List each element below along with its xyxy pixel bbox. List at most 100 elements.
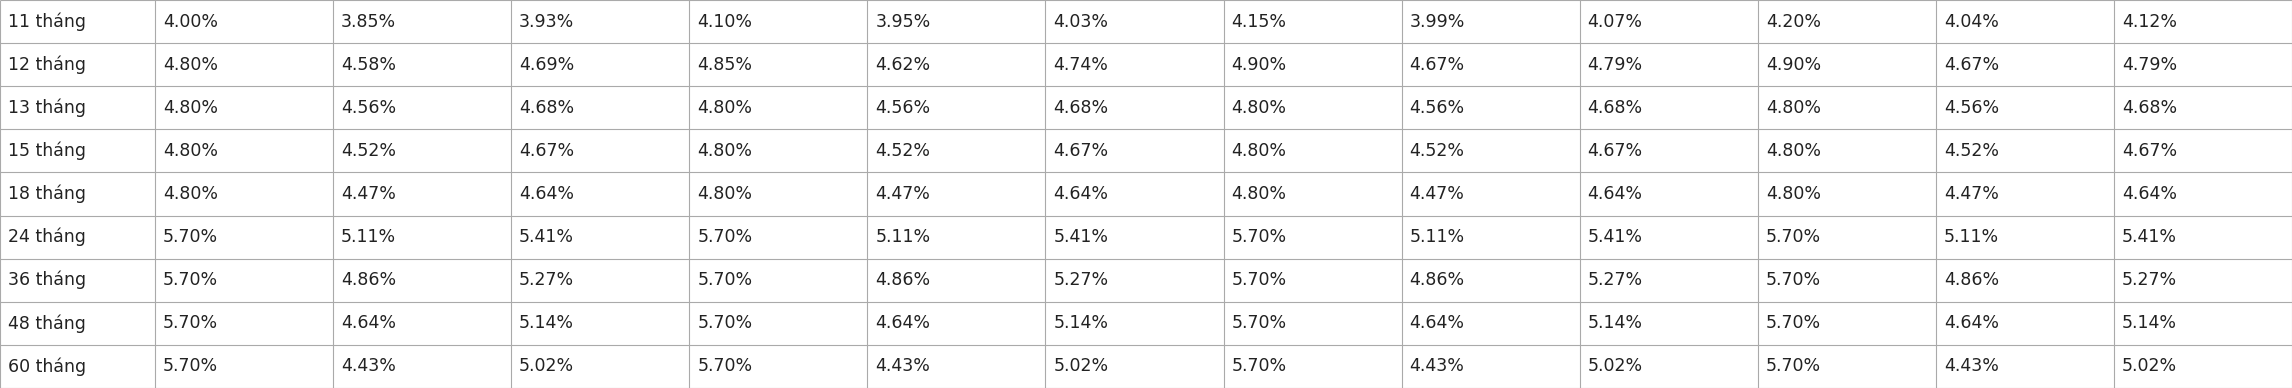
Text: 4.69%: 4.69%: [520, 55, 575, 74]
Text: 18 tháng: 18 tháng: [7, 185, 87, 203]
Text: 12 tháng: 12 tháng: [7, 55, 87, 74]
Text: 4.68%: 4.68%: [520, 99, 575, 117]
Text: 4.15%: 4.15%: [1231, 12, 1286, 31]
Text: 4.67%: 4.67%: [2122, 142, 2177, 160]
Text: 5.02%: 5.02%: [1054, 357, 1109, 376]
Text: 4.07%: 4.07%: [1588, 12, 1643, 31]
Text: 4.79%: 4.79%: [2122, 55, 2177, 74]
Text: 4.80%: 4.80%: [1231, 185, 1286, 203]
Text: 4.56%: 4.56%: [876, 99, 931, 117]
Text: 4.20%: 4.20%: [1765, 12, 1820, 31]
Text: 5.11%: 5.11%: [1410, 228, 1465, 246]
Text: 5.27%: 5.27%: [2122, 271, 2177, 289]
Text: 5.70%: 5.70%: [1765, 314, 1820, 333]
Text: 5.27%: 5.27%: [520, 271, 575, 289]
Text: 4.12%: 4.12%: [2122, 12, 2177, 31]
Text: 4.86%: 4.86%: [1944, 271, 1999, 289]
Text: 4.47%: 4.47%: [1410, 185, 1465, 203]
Text: 5.41%: 5.41%: [520, 228, 575, 246]
Text: 5.70%: 5.70%: [697, 228, 752, 246]
Text: 4.64%: 4.64%: [1588, 185, 1643, 203]
Text: 4.47%: 4.47%: [876, 185, 931, 203]
Text: 5.70%: 5.70%: [1231, 271, 1286, 289]
Text: 4.74%: 4.74%: [1054, 55, 1109, 74]
Text: 5.41%: 5.41%: [2122, 228, 2177, 246]
Text: 4.80%: 4.80%: [163, 99, 218, 117]
Text: 4.64%: 4.64%: [2122, 185, 2177, 203]
Text: 5.27%: 5.27%: [1054, 271, 1109, 289]
Text: 4.62%: 4.62%: [876, 55, 931, 74]
Text: 48 tháng: 48 tháng: [7, 314, 85, 333]
Text: 5.70%: 5.70%: [163, 314, 218, 333]
Text: 5.14%: 5.14%: [1054, 314, 1109, 333]
Text: 4.67%: 4.67%: [1410, 55, 1465, 74]
Text: 5.02%: 5.02%: [1588, 357, 1643, 376]
Text: 4.43%: 4.43%: [1944, 357, 1999, 376]
Text: 5.70%: 5.70%: [1765, 228, 1820, 246]
Text: 5.41%: 5.41%: [1588, 228, 1643, 246]
Text: 11 tháng: 11 tháng: [7, 12, 87, 31]
Text: 5.02%: 5.02%: [2122, 357, 2177, 376]
Text: 4.80%: 4.80%: [163, 185, 218, 203]
Text: 4.80%: 4.80%: [163, 55, 218, 74]
Text: 4.04%: 4.04%: [1944, 12, 1999, 31]
Text: 4.10%: 4.10%: [697, 12, 752, 31]
Text: 4.52%: 4.52%: [342, 142, 397, 160]
Text: 5.02%: 5.02%: [520, 357, 575, 376]
Text: 4.52%: 4.52%: [876, 142, 931, 160]
Text: 4.64%: 4.64%: [1054, 185, 1109, 203]
Text: 4.80%: 4.80%: [697, 185, 752, 203]
Text: 13 tháng: 13 tháng: [7, 99, 87, 117]
Text: 4.80%: 4.80%: [1765, 185, 1820, 203]
Text: 5.70%: 5.70%: [163, 357, 218, 376]
Text: 4.47%: 4.47%: [1944, 185, 1999, 203]
Text: 4.67%: 4.67%: [1944, 55, 1999, 74]
Text: 4.68%: 4.68%: [2122, 99, 2177, 117]
Text: 5.70%: 5.70%: [163, 228, 218, 246]
Text: 5.70%: 5.70%: [697, 314, 752, 333]
Text: 4.64%: 4.64%: [1410, 314, 1465, 333]
Text: 4.68%: 4.68%: [1054, 99, 1109, 117]
Text: 5.70%: 5.70%: [697, 357, 752, 376]
Text: 4.67%: 4.67%: [1588, 142, 1643, 160]
Text: 4.00%: 4.00%: [163, 12, 218, 31]
Text: 5.70%: 5.70%: [1231, 228, 1286, 246]
Text: 4.68%: 4.68%: [1588, 99, 1643, 117]
Text: 4.80%: 4.80%: [163, 142, 218, 160]
Text: 5.14%: 5.14%: [1588, 314, 1643, 333]
Text: 15 tháng: 15 tháng: [7, 142, 87, 160]
Text: 4.80%: 4.80%: [697, 142, 752, 160]
Text: 24 tháng: 24 tháng: [7, 228, 85, 246]
Text: 4.64%: 4.64%: [1944, 314, 1999, 333]
Text: 4.86%: 4.86%: [876, 271, 931, 289]
Text: 4.90%: 4.90%: [1765, 55, 1820, 74]
Text: 5.11%: 5.11%: [876, 228, 931, 246]
Text: 4.86%: 4.86%: [342, 271, 397, 289]
Text: 4.79%: 4.79%: [1588, 55, 1643, 74]
Text: 5.11%: 5.11%: [1944, 228, 1999, 246]
Text: 4.52%: 4.52%: [1410, 142, 1465, 160]
Text: 3.95%: 3.95%: [876, 12, 931, 31]
Text: 5.14%: 5.14%: [2122, 314, 2177, 333]
Text: 4.64%: 4.64%: [520, 185, 575, 203]
Text: 4.03%: 4.03%: [1054, 12, 1109, 31]
Text: 4.64%: 4.64%: [876, 314, 931, 333]
Text: 5.70%: 5.70%: [1231, 357, 1286, 376]
Text: 36 tháng: 36 tháng: [7, 271, 87, 289]
Text: 4.56%: 4.56%: [1410, 99, 1465, 117]
Text: 4.56%: 4.56%: [342, 99, 397, 117]
Text: 4.58%: 4.58%: [342, 55, 397, 74]
Text: 5.70%: 5.70%: [1765, 271, 1820, 289]
Text: 3.85%: 3.85%: [342, 12, 397, 31]
Text: 5.14%: 5.14%: [520, 314, 575, 333]
Text: 5.27%: 5.27%: [1588, 271, 1643, 289]
Text: 5.70%: 5.70%: [697, 271, 752, 289]
Text: 4.43%: 4.43%: [342, 357, 397, 376]
Text: 4.80%: 4.80%: [1765, 142, 1820, 160]
Text: 4.64%: 4.64%: [342, 314, 397, 333]
Text: 5.11%: 5.11%: [342, 228, 397, 246]
Text: 4.80%: 4.80%: [1765, 99, 1820, 117]
Text: 4.80%: 4.80%: [697, 99, 752, 117]
Text: 4.43%: 4.43%: [1410, 357, 1465, 376]
Text: 4.43%: 4.43%: [876, 357, 931, 376]
